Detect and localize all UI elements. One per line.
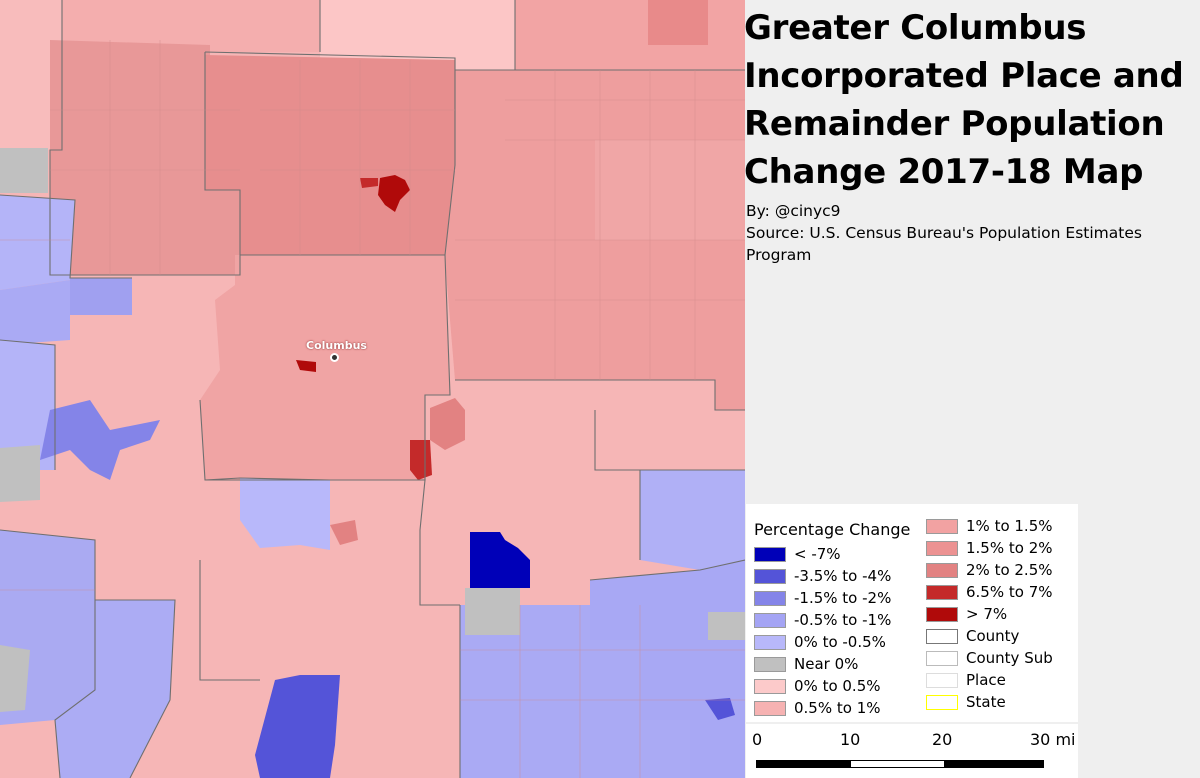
legend-title: Percentage Change	[754, 520, 911, 539]
legend-label: County	[966, 627, 1020, 645]
legend-label: > 7%	[966, 605, 1008, 623]
legend-label: 1.5% to 2%	[966, 539, 1053, 557]
scale-segment-1	[756, 760, 852, 768]
legend-label: -0.5% to -1%	[794, 611, 892, 629]
map-panel[interactable]: Columbus	[0, 0, 745, 778]
legend-label: 0% to -0.5%	[794, 633, 886, 651]
legend-swatch	[926, 541, 958, 556]
source-credit: Source: U.S. Census Bureau's Population …	[746, 224, 1142, 264]
legend-swatch	[754, 569, 786, 584]
legend-swatch	[926, 629, 958, 644]
scale-bar: 0 10 20 30 mi	[746, 724, 1078, 778]
city-dot-icon	[330, 353, 339, 362]
legend-label: -3.5% to -4%	[794, 567, 892, 585]
legend-swatch	[754, 613, 786, 628]
legend-label: Place	[966, 671, 1006, 689]
legend-label: 1% to 1.5%	[966, 517, 1053, 535]
legend-label: 0.5% to 1%	[794, 699, 881, 717]
choropleth-map[interactable]	[0, 0, 745, 778]
legend-label: -1.5% to -2%	[794, 589, 892, 607]
legend-label: Near 0%	[794, 655, 859, 673]
scale-segment-3	[944, 760, 1044, 768]
legend-swatch	[754, 701, 786, 716]
legend-swatch	[926, 607, 958, 622]
columbus-label: Columbus	[306, 339, 367, 352]
legend: Percentage Change < -7% -3.5% to -4% -1.5%…	[746, 504, 1078, 722]
legend-swatch	[754, 635, 786, 650]
legend-label: 6.5% to 7%	[966, 583, 1053, 601]
scale-label-30-mi: 30 mi	[1030, 730, 1076, 749]
legend-label: County Sub	[966, 649, 1053, 667]
legend-swatch	[754, 679, 786, 694]
legend-swatch	[926, 563, 958, 578]
scale-segment-2	[850, 760, 946, 768]
scale-label-0: 0	[752, 730, 763, 749]
map-title: Greater Columbus Incorporated Place and …	[744, 8, 1184, 192]
legend-swatch	[926, 519, 958, 534]
legend-label: < -7%	[794, 545, 841, 563]
scale-label-10: 10	[840, 730, 861, 749]
legend-swatch	[926, 673, 958, 688]
legend-swatch	[754, 591, 786, 606]
legend-swatch	[926, 585, 958, 600]
legend-swatch	[926, 651, 958, 666]
legend-swatch	[754, 547, 786, 562]
legend-label: State	[966, 693, 1006, 711]
byline: By: @cinyc9	[746, 202, 841, 220]
legend-swatch	[754, 657, 786, 672]
scale-label-20: 20	[932, 730, 953, 749]
legend-swatch	[926, 695, 958, 710]
legend-label: 2% to 2.5%	[966, 561, 1053, 579]
legend-label: 0% to 0.5%	[794, 677, 881, 695]
